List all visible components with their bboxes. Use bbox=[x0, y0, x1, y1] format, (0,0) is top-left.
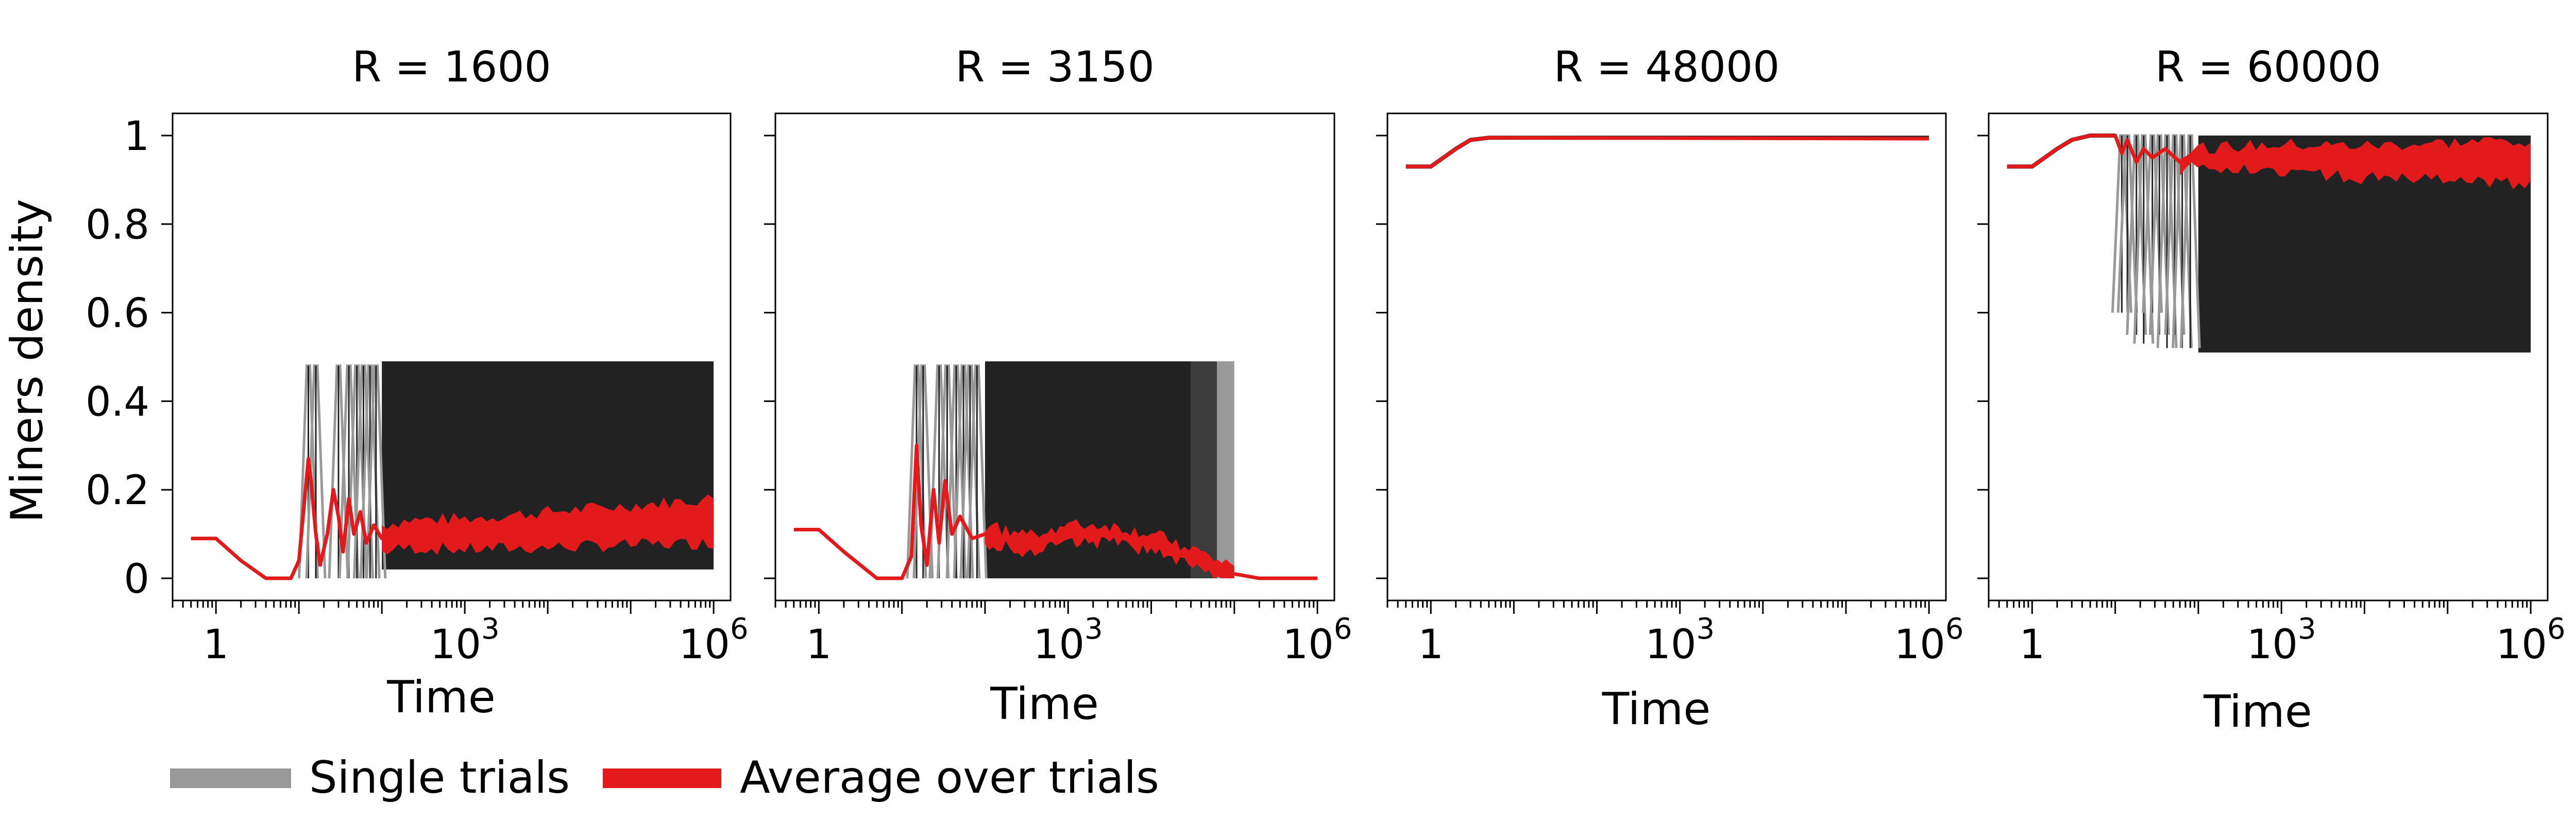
legend-label-average-over-trials: Average over trials bbox=[740, 752, 1159, 804]
x-tick-label: 106 bbox=[1894, 612, 1964, 668]
y-tick-label: 0.2 bbox=[86, 467, 149, 514]
x-tick-label: 1 bbox=[1418, 622, 1444, 668]
x-tick-label: 103 bbox=[1645, 612, 1715, 668]
x-tick-exponent: 6 bbox=[730, 612, 749, 646]
y-axis-label: Miners density bbox=[2, 199, 53, 523]
average-line bbox=[2007, 133, 2531, 169]
x-tick-exponent: 3 bbox=[1084, 612, 1103, 646]
x-tick-label: 103 bbox=[430, 612, 500, 668]
average-band bbox=[382, 494, 714, 555]
plot-area-2 bbox=[793, 361, 1318, 580]
y-tick-label: 0.8 bbox=[86, 202, 149, 248]
panel-title: R = 1600 bbox=[352, 43, 551, 92]
single-trials-line bbox=[2007, 133, 2115, 169]
panel-3: R = 48000 1 103 106 Time bbox=[1376, 43, 1964, 735]
panel-title: R = 48000 bbox=[1554, 43, 1780, 92]
plot-area-1 bbox=[191, 361, 714, 580]
x-tick-label: 106 bbox=[1283, 612, 1352, 668]
panel-2: R = 3150 1 103 106 Time bbox=[764, 43, 1352, 730]
x-axis-label: Time bbox=[386, 672, 495, 723]
y-tick-label: 0.4 bbox=[86, 379, 149, 425]
panel-title: R = 60000 bbox=[2155, 43, 2381, 92]
average-line bbox=[191, 457, 714, 580]
x-tick-label: 103 bbox=[2247, 612, 2316, 668]
x-tick-exponent: 6 bbox=[2547, 612, 2566, 646]
plot-area-4 bbox=[2007, 133, 2531, 353]
panel-title: R = 3150 bbox=[955, 43, 1155, 92]
panel-4: R = 60000 1 103 106 Time bbox=[1977, 43, 2566, 738]
legend-label-single-trials: Single trials bbox=[309, 752, 570, 804]
x-tick-label: 106 bbox=[2496, 612, 2566, 668]
x-tick-exponent: 3 bbox=[481, 612, 500, 646]
x-tick-exponent: 3 bbox=[1696, 612, 1715, 646]
average-band bbox=[985, 519, 1234, 579]
x-tick-exponent: 6 bbox=[1945, 612, 1964, 646]
x-tick-label: 106 bbox=[679, 612, 749, 668]
x-tick-label: 1 bbox=[806, 622, 832, 668]
single-trials-line bbox=[1405, 136, 1929, 169]
x-tick-label: 1 bbox=[2020, 622, 2045, 668]
single-trials-band-tail bbox=[1191, 361, 1217, 579]
x-axis-label: Time bbox=[2203, 686, 2312, 738]
average-line bbox=[793, 443, 1318, 580]
y-tick-label: 0.6 bbox=[86, 291, 149, 337]
x-axis-label: Time bbox=[1602, 683, 1710, 735]
legend: Single trials Average over trials bbox=[170, 752, 1159, 804]
y-tick-label: 0 bbox=[124, 556, 149, 603]
single-trials-band-tail-light bbox=[1217, 361, 1234, 579]
panel-1: R = 1600 1 103 106 0 0.2 0.4 0.6 0.8 1 Time bbox=[86, 43, 749, 723]
y-tick-label: 1 bbox=[124, 113, 149, 160]
x-tick-label: 1 bbox=[203, 622, 229, 668]
x-axis-label: Time bbox=[990, 678, 1098, 730]
x-tick-exponent: 6 bbox=[1334, 612, 1352, 646]
plot-area-3 bbox=[1405, 136, 1929, 169]
axes-frame bbox=[1386, 112, 1947, 601]
x-tick-label: 103 bbox=[1033, 612, 1103, 668]
average-line bbox=[1405, 136, 1929, 169]
x-tick-exponent: 3 bbox=[2298, 612, 2316, 646]
